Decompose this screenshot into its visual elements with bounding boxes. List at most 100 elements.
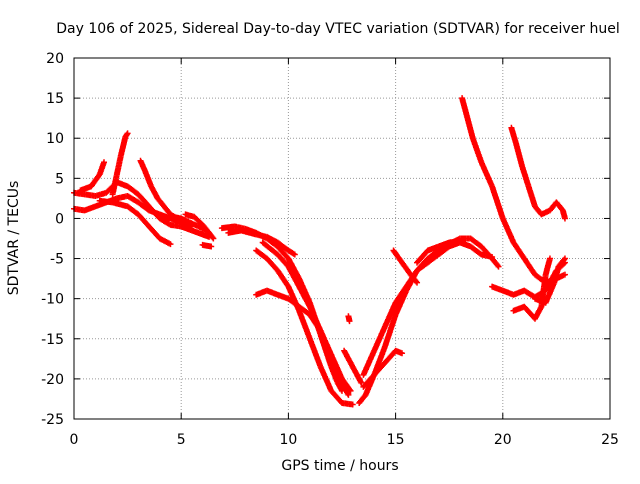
y-tick-label: 5 [55, 171, 64, 187]
data-point-run [161, 203, 173, 217]
data-point [167, 241, 174, 248]
data-markers [71, 95, 568, 408]
data-point [101, 159, 108, 166]
x-tick-label: 25 [601, 432, 619, 448]
data-point [345, 391, 352, 398]
series-sat-h [182, 211, 217, 242]
data-point-run [478, 159, 495, 188]
data-point [561, 215, 568, 222]
data-point-run [124, 183, 141, 197]
data-point [456, 237, 463, 244]
data-point [349, 401, 356, 408]
x-tick-label: 10 [279, 432, 297, 448]
data-point-run [264, 255, 280, 273]
series-sat-u [414, 237, 463, 266]
data-point-run [371, 360, 387, 378]
data-point-run [360, 349, 377, 378]
data-point-run [542, 257, 553, 278]
data-point-run [469, 135, 484, 164]
data-point-run [274, 239, 291, 253]
data-point-run [146, 223, 162, 241]
y-tick-label: -15 [41, 332, 64, 348]
data-point-run [435, 244, 451, 258]
chart-title: Day 106 of 2025, Sidereal Day-to-day VTE… [56, 21, 619, 37]
data-point-run [512, 139, 525, 168]
data-point-run [109, 172, 120, 198]
series-sat-k [225, 227, 298, 258]
data-point-run [206, 229, 216, 241]
series-sat-p [345, 313, 353, 325]
data-point [346, 318, 353, 325]
data-point-run [191, 213, 205, 227]
data-point-run [296, 303, 312, 317]
y-tick-label: -25 [41, 412, 64, 428]
y-tick-label: 0 [55, 211, 64, 227]
y-tick-label: 10 [46, 131, 64, 147]
data-point-run [124, 203, 141, 217]
data-point-run [463, 111, 476, 140]
series-sat-w [508, 124, 568, 222]
data-point-run [328, 363, 341, 385]
data-point-run [339, 375, 353, 393]
y-tick-label: -20 [41, 372, 64, 388]
data-point [546, 255, 553, 262]
series-sat-z [532, 255, 568, 306]
data-point-run [122, 131, 130, 140]
data-point-run [154, 195, 167, 209]
series-sat-s [360, 347, 406, 390]
series-sat-j [218, 223, 345, 394]
series-sat-y [510, 255, 553, 322]
data-point-run [459, 95, 469, 116]
data-point-run [555, 256, 568, 270]
data-point-run [317, 363, 334, 393]
data-point-run [274, 243, 291, 261]
data-point [210, 235, 217, 242]
data-point-run [424, 252, 441, 266]
data-point [291, 251, 298, 258]
data-point-run [135, 191, 152, 209]
data-point-run [285, 255, 302, 281]
y-tick-label: -10 [41, 292, 64, 308]
data-point-run [113, 152, 124, 178]
data-point-run [356, 393, 368, 406]
data-point-run [508, 124, 519, 144]
data-point-run [88, 172, 102, 190]
data-point [489, 253, 496, 260]
series-sat-v [459, 95, 568, 286]
data-point-run [135, 199, 151, 213]
data-point-run [553, 199, 565, 213]
data-point-run [371, 325, 388, 354]
series-sat-c [77, 159, 108, 194]
data-point-run [274, 251, 291, 269]
data-point-run [274, 267, 291, 289]
y-tick-label: 15 [46, 91, 64, 107]
data-point-run [525, 183, 538, 208]
series-sat-l [253, 247, 356, 408]
data-point-run [521, 303, 537, 321]
data-point-run [499, 215, 516, 245]
data-point [208, 243, 215, 250]
data-point-run [296, 283, 313, 309]
series-sat-i [199, 241, 215, 250]
plot-frame [73, 57, 611, 420]
data-point-run [510, 239, 527, 261]
y-axis-label: SDTVAR / TECUs [6, 181, 22, 296]
data-point-run [381, 301, 398, 330]
data-point [495, 263, 502, 270]
data-point-run [360, 373, 377, 390]
data-point-run [542, 281, 557, 306]
data-point-run [141, 167, 154, 188]
data-point-run [467, 235, 484, 249]
data-point-run [328, 387, 344, 405]
data-point-run [306, 335, 323, 369]
data-point [561, 255, 568, 262]
data-point [358, 379, 365, 386]
data-point-run [124, 193, 140, 205]
data-point-run [381, 313, 399, 350]
y-tick-label: -5 [50, 252, 64, 268]
axis-ticks: 0 5 10 15 20 25 -25 -20 -15 -10 -5 0 5 10 15 20 [41, 51, 619, 448]
data-point-run [467, 243, 484, 257]
